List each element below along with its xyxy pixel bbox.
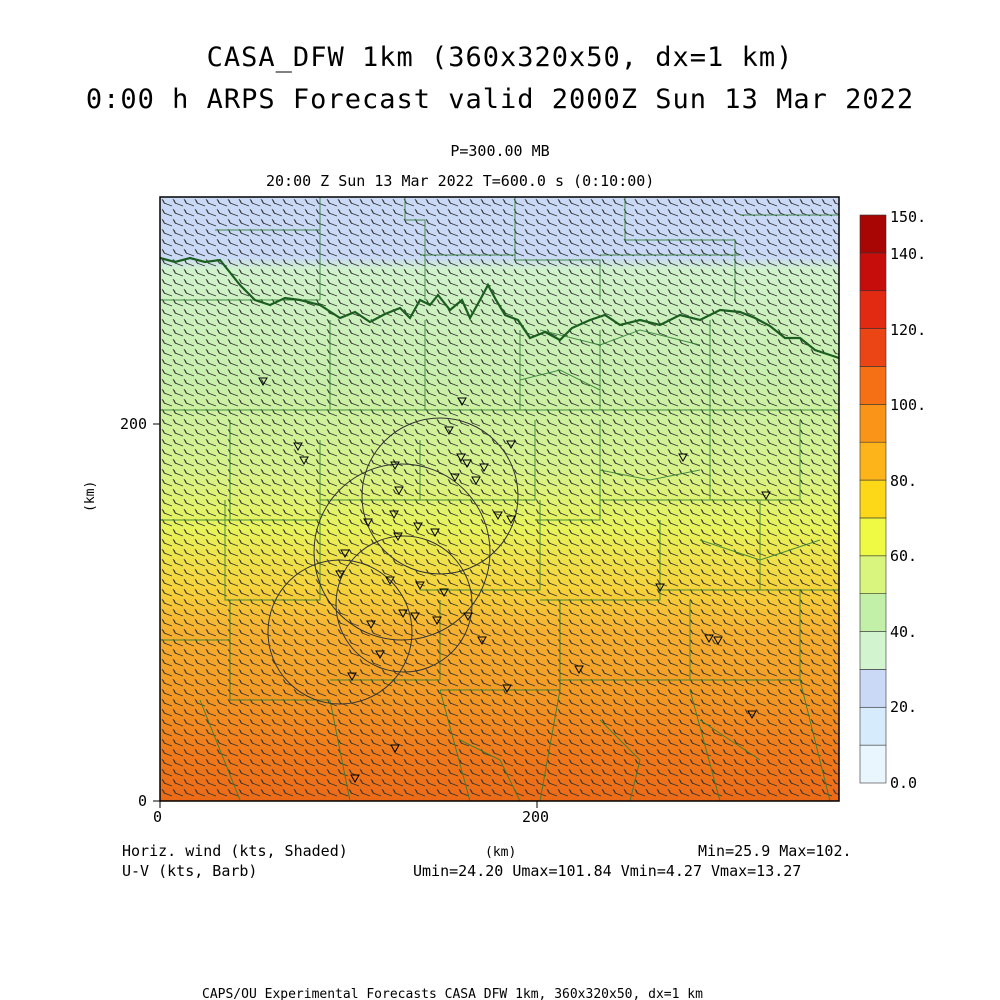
credit-line: CAPS/OU Experimental Forecasts CASA DFW … [202, 987, 703, 1000]
radar-site-marker [340, 549, 350, 559]
radar-site-marker [363, 518, 373, 528]
radar-site-marker [413, 522, 423, 532]
colorbar-swatch [859, 404, 887, 443]
radar-site-marker [398, 609, 408, 619]
x-tick-label: 200 [522, 808, 549, 826]
colorbar-swatch [859, 214, 887, 254]
y-tick-label: 200 [120, 415, 147, 433]
radar-site-marker [457, 397, 467, 407]
colorbar-label: 140. [890, 245, 926, 263]
radar-site-marker [439, 588, 449, 598]
radar-site-marker [393, 532, 403, 542]
pressure-level-label: P=300.00 MB [450, 142, 550, 160]
radar-site-marker [347, 672, 357, 682]
radar-range-rings [267, 417, 519, 705]
uv-min-max: Umin=24.20 Umax=101.84 Vmin=4.27 Vmax=13… [413, 862, 801, 880]
colorbar-swatch [859, 479, 887, 519]
colorbar-swatch [859, 517, 887, 557]
radar-site-marker [704, 634, 714, 644]
valid-time-label: 20:00 Z Sun 13 Mar 2022 T=600.0 s (0:10:… [266, 172, 655, 190]
plot-title-line2: 0:00 h ARPS Forecast valid 2000Z Sun 13 … [85, 84, 915, 115]
colorbar-label: 80. [890, 472, 917, 490]
radar-site-marker [761, 491, 771, 501]
radar-site-marker [444, 426, 454, 436]
radar-site-marker [450, 473, 460, 483]
radar-site-marker [410, 612, 420, 622]
radar-site-marker [385, 576, 395, 586]
barb-field [161, 198, 839, 797]
colorbar-label: 100. [890, 396, 926, 414]
colorbar-label: 20. [890, 698, 917, 716]
radar-site-marker [477, 636, 487, 646]
colorbar-label: 120. [890, 321, 926, 339]
radar-site-marker [366, 620, 376, 630]
x-axis-unit: (km) [485, 845, 516, 860]
radar-site-marker [350, 774, 360, 784]
radar-site-marker [430, 528, 440, 538]
radar-site-marker [471, 476, 481, 486]
radar-site-marker [258, 377, 268, 387]
radar-site-marker [463, 612, 473, 622]
county-borders [160, 197, 839, 801]
wind-barbs [161, 198, 839, 797]
colorbar-swatch [859, 252, 887, 292]
colorbar-swatch [859, 669, 887, 708]
colorbar-swatch [859, 593, 887, 632]
radar-site-marker [432, 616, 442, 626]
footer-barb-label: U-V (kts, Barb) [122, 862, 257, 880]
y-tick-label: 0 [138, 792, 147, 810]
radar-site-marker [375, 650, 385, 660]
radar-site-marker [293, 442, 303, 452]
radar-site-marker [479, 463, 489, 473]
y-axis-unit: (km) [83, 481, 98, 512]
colorbar-swatch [859, 555, 887, 594]
radar-site-marker [390, 744, 400, 754]
radar-site-marker [506, 440, 516, 450]
radar-site-marker [462, 459, 472, 469]
colorbar-label: 40. [890, 623, 917, 641]
colorbar-swatch [859, 366, 887, 405]
radar-site-marker [299, 456, 309, 466]
plot-title-line1: CASA_DFW 1km (360x320x50, dx=1 km) [206, 42, 794, 73]
field-min-max: Min=25.9 Max=102. [698, 842, 852, 860]
radar-site-marker [394, 486, 404, 496]
radar-site-marker [390, 461, 400, 471]
radar-site-marker [713, 636, 723, 646]
colorbar-swatch [859, 631, 887, 670]
radar-site-marker [415, 581, 425, 591]
colorbar: 0.0 20. 40. 60. 80. 100. 120. 140. 150. [859, 208, 926, 792]
radar-sites [258, 377, 771, 784]
colorbar-label: 0.0 [890, 774, 917, 792]
colorbar-swatch [859, 744, 887, 784]
radar-site-marker [506, 515, 516, 525]
radar-site-marker [574, 665, 584, 675]
radar-site-marker [502, 684, 512, 694]
x-tick-label: 0 [153, 808, 162, 826]
radar-site-marker [747, 710, 757, 720]
footer-field-label: Horiz. wind (kts, Shaded) [122, 842, 348, 860]
radar-site-marker [655, 583, 665, 593]
state-border [160, 256, 839, 360]
radar-site-marker [335, 570, 345, 580]
colorbar-swatch [859, 706, 887, 746]
radar-site-marker [678, 453, 688, 463]
colorbar-swatch [859, 328, 887, 367]
axes: 0 200 0 200 (km) (km) [83, 415, 549, 860]
radar-site-marker [493, 511, 503, 521]
colorbar-swatch [859, 441, 887, 481]
colorbar-swatch [859, 290, 887, 329]
colorbar-label: 60. [890, 547, 917, 565]
radar-site-marker [389, 510, 399, 520]
plot-frame [159, 196, 840, 802]
radar-site-marker [456, 453, 466, 463]
colorbar-label: 150. [890, 208, 926, 226]
